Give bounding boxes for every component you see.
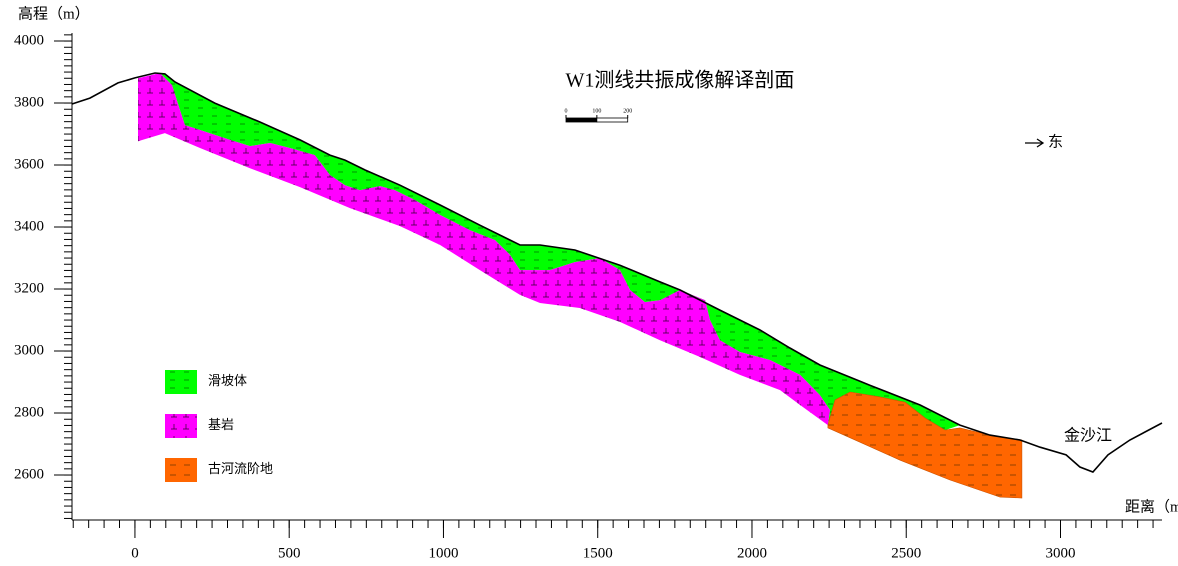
y-tick-label: 4000 [14, 32, 44, 48]
chart-title: W1测线共振成像解译剖面 [566, 69, 795, 92]
scale-bar-segment [565, 117, 598, 123]
x-tick-label: 1500 [583, 545, 613, 561]
river-label: 金沙江 [1064, 427, 1112, 445]
y-tick-label: 3400 [14, 218, 44, 234]
scale-bar-segment [596, 117, 629, 123]
legend-label: 古河流阶地 [208, 461, 273, 476]
plot-area [71, 72, 1163, 499]
unit-hatch [159, 73, 960, 431]
x-tick-label: 2000 [737, 545, 767, 561]
unit-hatch [138, 73, 830, 426]
x-axis-label: 距离（m） [1125, 498, 1178, 515]
direction-arrow [1025, 138, 1045, 148]
y-tick-label: 3200 [14, 280, 44, 296]
x-tick-label: 3000 [1045, 545, 1075, 561]
y-tick-label: 3000 [14, 342, 44, 358]
direction-label: 东 [1048, 133, 1063, 150]
legend-label: 基岩 [208, 417, 234, 432]
ground-line [71, 72, 1163, 473]
x-tick-label: 2500 [891, 545, 921, 561]
legend-hatch [165, 414, 197, 438]
y-tick-label: 2800 [14, 404, 44, 420]
x-tick-label: 1000 [428, 545, 458, 561]
legend-hatch [165, 370, 197, 394]
scale-bar-label: 0 [565, 108, 568, 114]
legend-label: 滑坡体 [208, 373, 247, 388]
y-axis-label: 高程（m） [18, 5, 90, 22]
x-tick-label: 500 [278, 545, 301, 561]
y-tick-label: 3600 [14, 156, 44, 172]
y-tick-label: 3800 [14, 94, 44, 110]
y-tick-label: 2600 [14, 466, 44, 482]
scale-bar-label: 200 [623, 108, 632, 114]
scale-bar-label: 100 [592, 108, 601, 114]
legend-hatch [165, 458, 197, 482]
x-tick-label: 0 [131, 545, 139, 561]
